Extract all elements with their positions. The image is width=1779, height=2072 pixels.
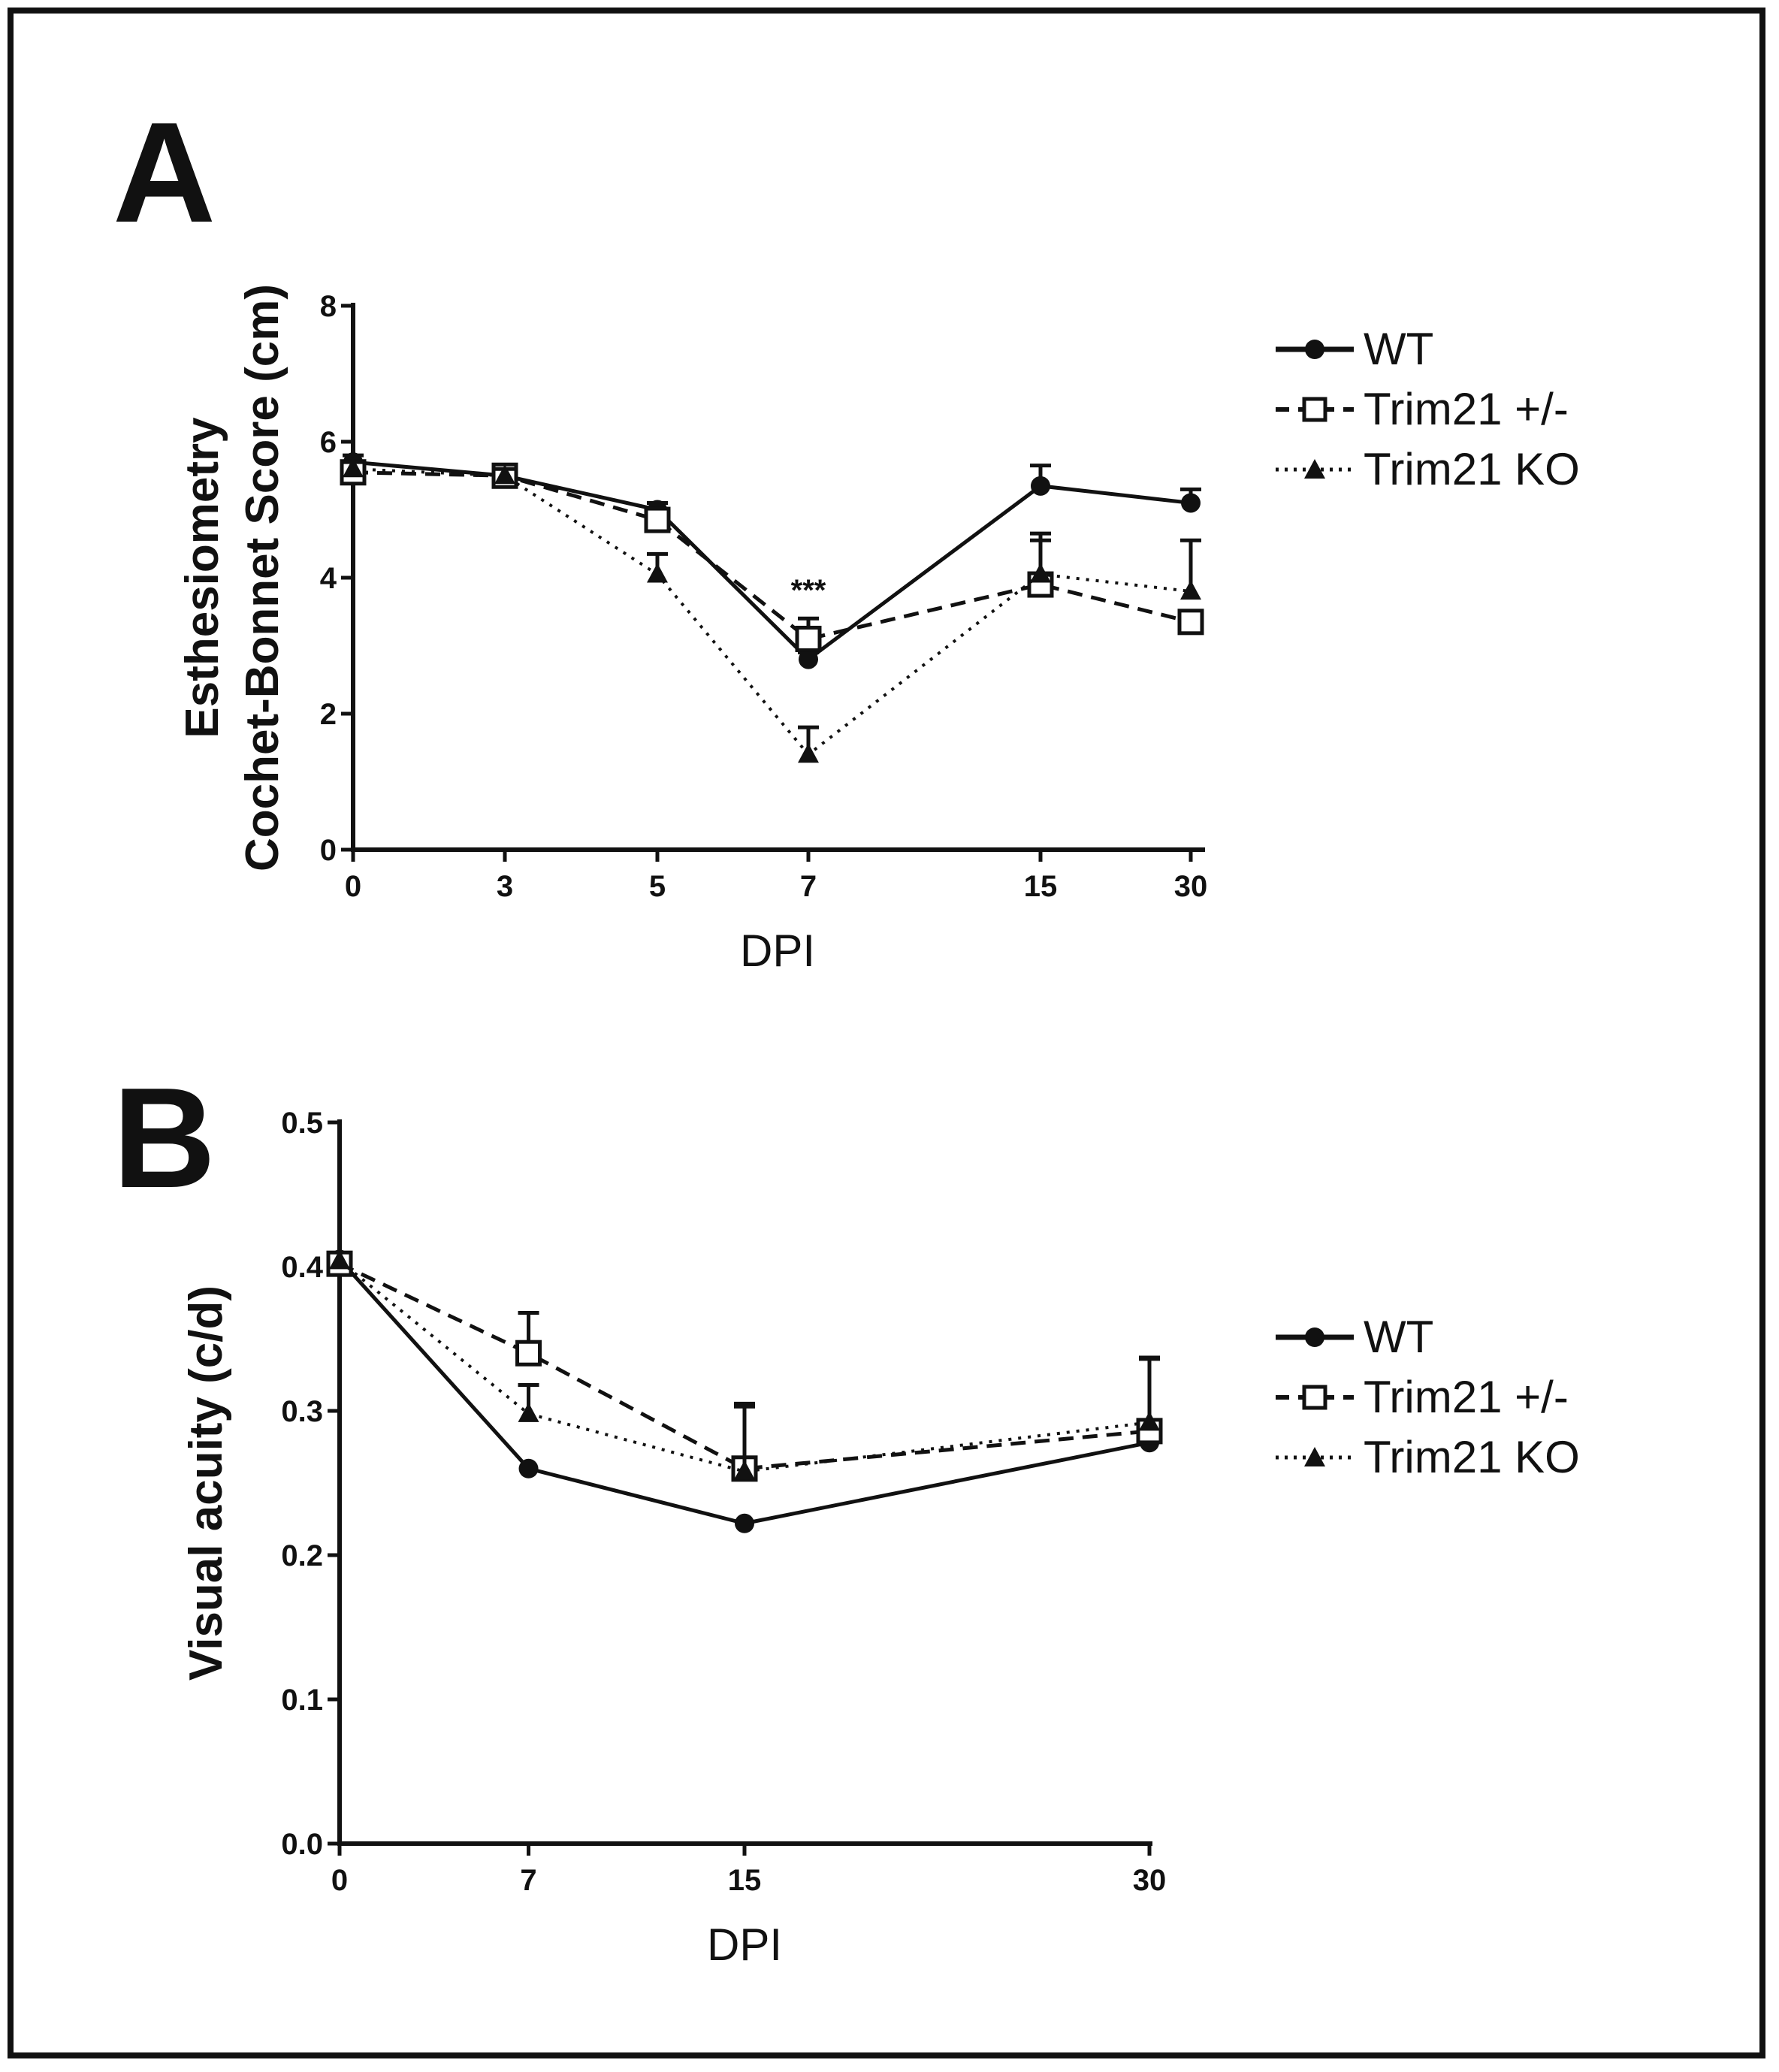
legend-label-wt: WT	[1364, 1312, 1434, 1362]
x-axis-label: DPI	[740, 926, 815, 976]
data-point-trim21-het	[795, 625, 822, 652]
data-point-trim21-ko	[518, 1402, 539, 1422]
legend-label-trim21-het: Trim21 +/-	[1364, 384, 1569, 434]
y-tick-label: 0.0	[281, 1828, 323, 1861]
data-point-wt	[735, 1513, 754, 1533]
x-tick-label: 5	[649, 870, 666, 903]
series-line-trim21-het	[338, 1261, 1150, 1471]
x-tick-label: 30	[1133, 1864, 1167, 1897]
significance-annotation: ***	[791, 574, 826, 607]
series-line-wt	[338, 1258, 1150, 1526]
data-point-trim21-ko	[798, 743, 819, 763]
y-tick-label: 8	[320, 290, 337, 323]
figure-frame	[8, 8, 1765, 2058]
data-point-wt	[1031, 476, 1050, 496]
data-point-trim21-ko	[734, 1460, 755, 1480]
x-tick-label: 3	[497, 870, 513, 903]
y-tick-label: 0.1	[281, 1684, 323, 1717]
data-point-trim21-het	[644, 506, 671, 533]
x-tick-label: 0	[331, 1864, 348, 1897]
legend-label-trim21-ko: Trim21 KO	[1364, 444, 1580, 494]
data-point-trim21-het	[1177, 609, 1204, 636]
y-tick-label: 2	[320, 698, 337, 731]
panel-letter-a: A	[113, 93, 216, 252]
y-tick-label: 0	[320, 834, 337, 867]
y-tick-label: 6	[320, 426, 337, 459]
panel-letter-b: B	[113, 1059, 216, 1218]
legend-swatch-trim21-ko	[1276, 459, 1354, 479]
y-tick-label: 0.2	[281, 1539, 323, 1572]
legend-swatch-trim21-ko	[1276, 1447, 1354, 1466]
y-tick-label: 0.4	[281, 1251, 323, 1284]
x-tick-label: 0	[345, 870, 361, 903]
data-point-trim21-ko	[647, 563, 668, 583]
series-line-trim21-ko	[352, 467, 1192, 757]
legend-a: WT Trim21 +/- Trim21 KO	[1270, 323, 1660, 503]
legend-label-wt: WT	[1364, 324, 1434, 374]
x-tick-label: 7	[520, 1864, 536, 1897]
y-axis-label: Esthesiometry	[177, 417, 228, 738]
legend-swatch-wt	[1276, 1327, 1354, 1347]
data-point-trim21-ko	[1030, 563, 1051, 583]
legend-label-trim21-ko: Trim21 KO	[1364, 1432, 1580, 1482]
x-tick-label: 7	[800, 870, 817, 903]
y-tick-label: 4	[320, 562, 337, 595]
data-point-trim21-het	[515, 1340, 542, 1367]
data-point-trim21-ko	[494, 464, 515, 485]
x-tick-label: 30	[1174, 870, 1208, 903]
x-tick-label: 15	[728, 1864, 762, 1897]
data-point-trim21-ko	[1180, 580, 1201, 600]
y-tick-label: 0.3	[281, 1395, 323, 1428]
y-axis-label: Visual acuity (c/d)	[180, 1285, 232, 1681]
legend-swatch-trim21-het	[1276, 1385, 1354, 1410]
legend-b: WT Trim21 +/- Trim21 KO	[1270, 1311, 1660, 1491]
legend-swatch-wt	[1276, 340, 1354, 359]
x-axis-label: DPI	[707, 1919, 782, 1970]
data-point-wt	[1181, 493, 1201, 513]
data-point-trim21-ko	[343, 458, 364, 478]
data-point-trim21-ko	[1139, 1411, 1160, 1431]
y-tick-label: 0.5	[281, 1107, 323, 1140]
y-axis-label: Cochet-Bonnet Score (cm)	[237, 284, 288, 871]
data-point-wt	[799, 649, 818, 669]
x-tick-label: 15	[1024, 870, 1058, 903]
legend-swatch-trim21-het	[1276, 397, 1354, 422]
data-point-wt	[518, 1458, 539, 1478]
data-point-trim21-ko	[329, 1249, 350, 1270]
legend-label-trim21-het: Trim21 +/-	[1364, 1372, 1569, 1422]
series-line-trim21-het	[352, 470, 1192, 641]
